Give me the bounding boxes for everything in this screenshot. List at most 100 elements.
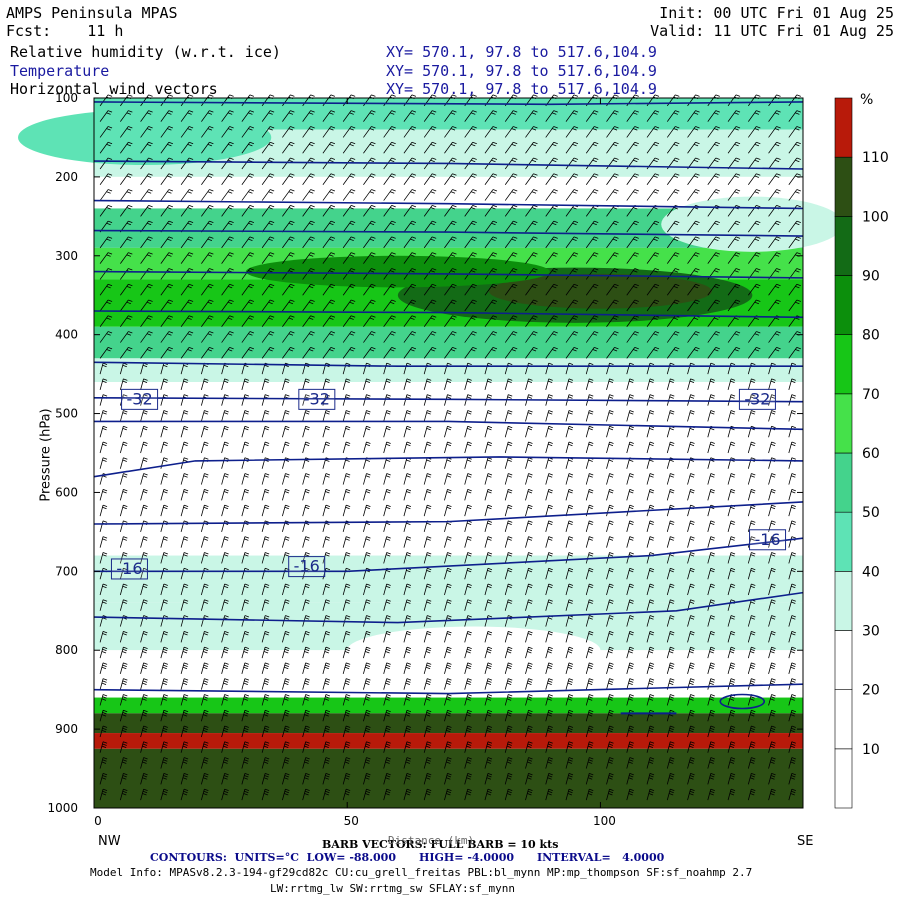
wind-barb — [707, 220, 720, 233]
wind-barb — [241, 394, 250, 406]
wind-barb — [606, 378, 614, 390]
wind-barb — [200, 757, 209, 769]
wind-barb — [423, 362, 432, 375]
colorbar-swatch-6 — [834, 393, 853, 454]
wind-barb — [606, 583, 614, 596]
wind-barb — [99, 394, 108, 406]
wind-barb — [363, 678, 371, 690]
wind-barb — [403, 189, 417, 201]
wind-barb — [180, 315, 194, 328]
wind-barb — [606, 189, 619, 201]
wind-barb — [444, 173, 457, 186]
wind-barb — [322, 220, 336, 233]
wind-barb — [545, 141, 558, 154]
wind-barb — [221, 694, 229, 706]
wind-barb — [666, 141, 680, 154]
wind-barb — [302, 788, 310, 801]
wind-barb — [504, 394, 513, 406]
wind-barb — [585, 615, 594, 627]
wind-barb — [626, 189, 639, 201]
wind-barb — [525, 441, 533, 454]
wind-barb — [747, 725, 756, 738]
wind-barb — [363, 504, 371, 517]
wind-barb — [221, 615, 229, 627]
wind-barb — [545, 567, 553, 580]
contour-40 — [93, 270, 804, 279]
wind-barb — [545, 646, 553, 659]
wind-barb — [342, 141, 356, 154]
field-xy-rh: XY= 570.1, 97.8 to 517.6,104.9 — [386, 43, 657, 61]
wind-barb — [504, 204, 518, 217]
wind-barb — [585, 220, 599, 233]
contour-12 — [94, 537, 804, 573]
wind-barb — [606, 473, 614, 485]
wind-barb — [221, 772, 229, 785]
wind-barb — [342, 788, 351, 801]
wind-barb — [707, 252, 720, 264]
wind-barb — [525, 110, 538, 122]
rh-layer-6 — [94, 326, 803, 359]
wind-barb — [464, 110, 477, 122]
rh-layer-11 — [94, 555, 803, 603]
wind-barb — [565, 567, 574, 580]
wind-barb — [747, 552, 756, 564]
wind-barb — [261, 362, 270, 375]
wind-barb — [99, 126, 113, 138]
wind-barb — [322, 536, 331, 548]
wind-barb — [504, 662, 513, 674]
wind-barb — [363, 425, 371, 438]
wind-barb — [180, 473, 189, 485]
wind-barb — [201, 331, 214, 343]
wind-barb — [768, 615, 776, 627]
contour-24 — [94, 420, 804, 431]
wind-barb — [464, 126, 477, 138]
wind-barb — [403, 331, 417, 343]
wind-barb — [423, 268, 437, 280]
wind-barb — [626, 410, 634, 422]
rh-blob-3 — [18, 109, 272, 166]
wind-barb — [768, 536, 776, 548]
wind-barb — [120, 141, 133, 154]
wind-barb — [666, 520, 675, 532]
wind-barb — [119, 725, 128, 738]
wind-barb — [342, 662, 351, 674]
wind-barb — [646, 709, 655, 722]
wind-barb — [383, 741, 391, 753]
wind-barb — [363, 141, 376, 154]
wind-barb — [585, 757, 594, 769]
contour-32 — [93, 361, 803, 368]
wind-barb — [585, 457, 594, 469]
wind-barb — [606, 268, 619, 280]
wind-barb — [200, 615, 209, 627]
wind-barb — [383, 189, 396, 201]
wind-barb — [646, 362, 655, 375]
wind-barb — [707, 410, 715, 422]
wind-barb — [707, 362, 715, 375]
wind-barb — [200, 410, 209, 422]
wind-barb — [565, 283, 579, 296]
wind-barb — [140, 283, 153, 296]
wind-barb — [606, 236, 619, 249]
wind-barb — [768, 567, 776, 580]
wind-barb — [687, 362, 695, 375]
wind-barb — [504, 709, 513, 722]
rh-layer-9 — [94, 429, 803, 477]
wind-barb — [180, 410, 189, 422]
wind-barb — [504, 362, 513, 375]
wind-barb — [687, 757, 695, 769]
wind-barb — [747, 173, 761, 186]
wind-barb — [646, 331, 660, 343]
wind-barb — [99, 709, 108, 722]
wind-barb — [565, 709, 574, 722]
wind-barb — [504, 599, 513, 611]
wind-barb — [768, 504, 776, 517]
wind-barb — [687, 615, 695, 627]
wind-barb — [788, 473, 796, 485]
forecast-hour: Fcst: 11 h — [6, 22, 124, 40]
wind-barb — [140, 488, 148, 501]
wind-barb — [768, 457, 776, 469]
wind-barb — [423, 536, 432, 548]
wind-barb — [363, 110, 376, 122]
wind-barb — [302, 410, 310, 422]
wind-barb — [342, 630, 351, 643]
